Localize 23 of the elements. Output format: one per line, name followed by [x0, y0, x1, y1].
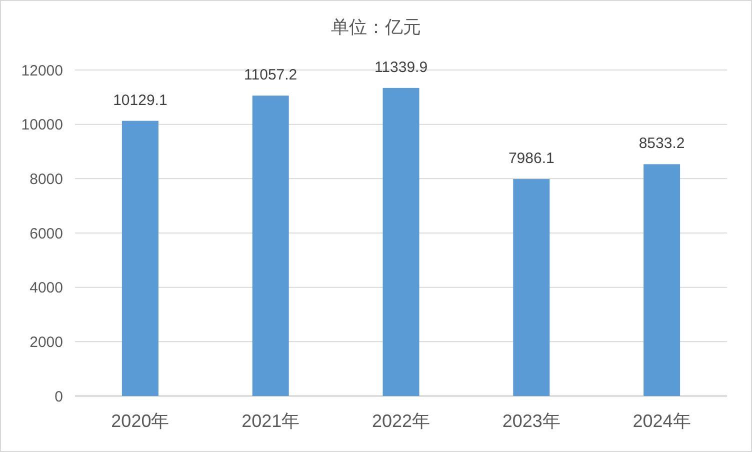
- y-tick-label: 12000: [21, 62, 63, 80]
- bar: [382, 88, 420, 396]
- data-label: 11339.9: [374, 58, 428, 76]
- data-label: 8533.2: [638, 135, 685, 152]
- data-label: 10129.1: [113, 92, 168, 109]
- x-tick-label: 2024年: [632, 411, 691, 431]
- bar: [252, 96, 289, 396]
- data-label: 7986.1: [508, 150, 554, 168]
- y-tick-label: 8000: [30, 170, 63, 188]
- bar: [644, 164, 680, 396]
- x-tick-label: 2022年: [372, 411, 430, 431]
- x-tick-label: 2023年: [502, 411, 560, 431]
- bar: [513, 179, 550, 396]
- y-tick-label: 10000: [21, 116, 63, 134]
- chart-title: 单位：亿元: [331, 17, 421, 37]
- y-tick-label: 0: [54, 388, 63, 406]
- x-tick-label: 2021年: [242, 411, 300, 431]
- y-tick-label: 6000: [30, 225, 63, 242]
- x-tick-label: 2020年: [111, 411, 170, 431]
- y-tick-label: 4000: [30, 280, 63, 297]
- bar: [122, 120, 158, 396]
- data-label: 11057.2: [244, 66, 298, 84]
- y-tick-label: 2000: [30, 334, 63, 351]
